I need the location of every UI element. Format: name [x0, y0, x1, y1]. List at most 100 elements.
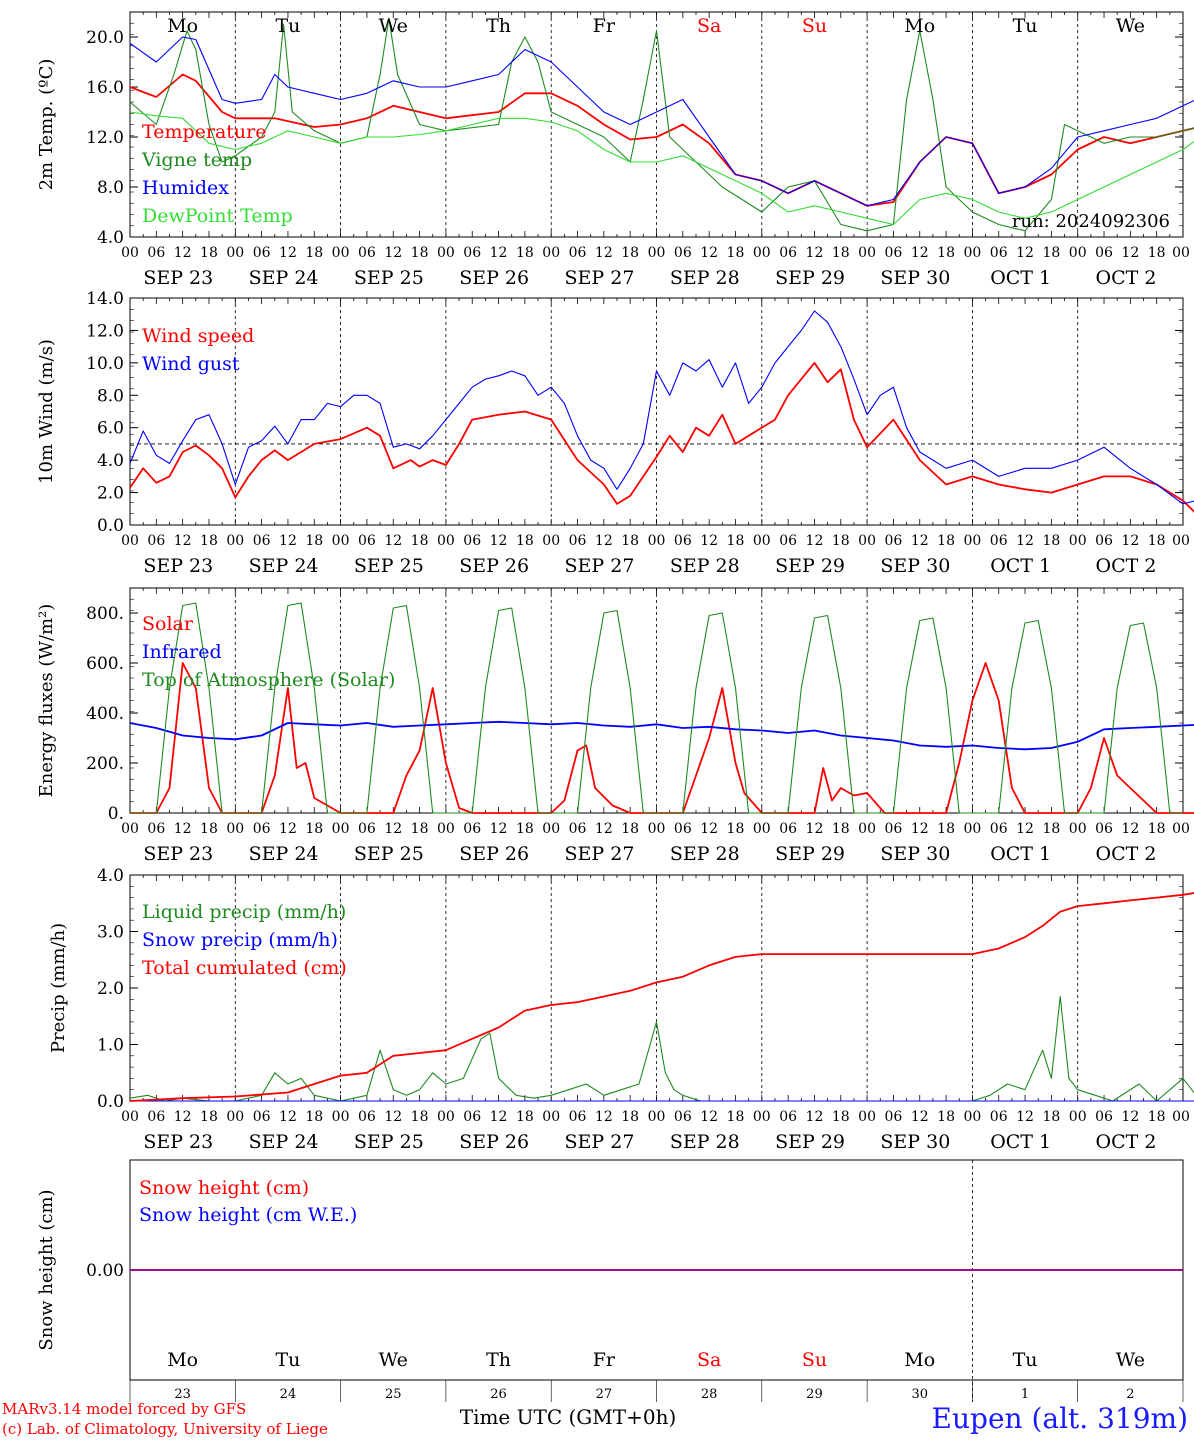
- hour-tick-label: 00: [858, 245, 876, 261]
- hour-tick-label: 00: [858, 533, 876, 549]
- hour-tick-label: 18: [832, 533, 850, 549]
- hour-tick-label: 18: [621, 821, 639, 837]
- hour-tick-label: 06: [463, 533, 481, 549]
- day-name-label: Sa: [697, 1349, 721, 1371]
- y-tick-label: 4.0: [97, 228, 124, 248]
- hour-tick-label: 06: [147, 1109, 165, 1125]
- y-tick-label: 1.0: [97, 1036, 124, 1056]
- day-number-label: 24: [280, 1387, 297, 1402]
- series-line: [129, 361, 1194, 513]
- hour-tick-label: 12: [490, 533, 508, 549]
- hour-tick-label: 12: [700, 533, 718, 549]
- hour-tick-label: 00: [1172, 245, 1190, 261]
- hour-tick-label: 00: [963, 533, 981, 549]
- y-tick-label: 2.0: [97, 979, 124, 999]
- hour-tick-label: 00: [542, 245, 560, 261]
- hour-tick-label: 18: [727, 1109, 745, 1125]
- hour-tick-label: 00: [1172, 821, 1190, 837]
- hour-tick-label: 18: [727, 821, 745, 837]
- hour-tick-label: 00: [121, 533, 139, 549]
- hour-tick-label: 06: [990, 821, 1008, 837]
- hour-tick-label: 18: [200, 533, 218, 549]
- date-label: SEP 30: [880, 1131, 950, 1153]
- hour-tick-label: 12: [279, 821, 297, 837]
- date-label: OCT 1: [990, 555, 1051, 577]
- day-name-label: Fr: [593, 1349, 616, 1371]
- hour-tick-label: 12: [1121, 821, 1139, 837]
- legend-entry: Snow precip (mm/h): [142, 929, 338, 951]
- y-tick-label: 8.0: [97, 386, 124, 406]
- day-number-label: 2: [1126, 1387, 1134, 1402]
- day-number-label: 29: [806, 1387, 823, 1402]
- y-tick-label: 0.0: [97, 516, 124, 536]
- hour-tick-label: 18: [1042, 821, 1060, 837]
- day-number-label: 25: [385, 1387, 402, 1402]
- hour-tick-label: 12: [1121, 533, 1139, 549]
- hour-tick-label: 00: [858, 1109, 876, 1125]
- day-number-label: 28: [701, 1387, 718, 1402]
- date-label: SEP 26: [459, 267, 529, 289]
- y-tick-label: 2.0: [97, 484, 124, 504]
- hour-tick-label: 18: [621, 245, 639, 261]
- y-tick-label: 800.: [86, 604, 124, 624]
- hour-tick-label: 06: [253, 821, 271, 837]
- date-label: SEP 23: [143, 267, 213, 289]
- series-line: [129, 995, 1194, 1102]
- hour-tick-label: 06: [463, 821, 481, 837]
- hour-tick-label: 06: [253, 533, 271, 549]
- hour-tick-label: 06: [569, 245, 587, 261]
- hour-tick-label: 00: [226, 1109, 244, 1125]
- hour-tick-label: 18: [1042, 1109, 1060, 1125]
- date-label: SEP 27: [565, 1131, 635, 1153]
- hour-tick-label: 18: [200, 245, 218, 261]
- day-number-label: 23: [174, 1387, 191, 1402]
- hour-tick-label: 00: [648, 245, 666, 261]
- hour-tick-label: 18: [305, 821, 323, 837]
- legend-entry: Top of Atmosphere (Solar): [142, 669, 395, 691]
- date-label: OCT 2: [1096, 1131, 1157, 1153]
- hour-tick-label: 06: [885, 1109, 903, 1125]
- hour-tick-label: 18: [305, 245, 323, 261]
- hour-tick-label: 06: [1095, 821, 1113, 837]
- series-line: [129, 892, 1194, 1102]
- hour-tick-label: 12: [806, 1109, 824, 1125]
- hour-tick-label: 12: [279, 533, 297, 549]
- y-tick-label: 14.0: [86, 289, 124, 309]
- y-axis-label: 10m Wind (m/s): [36, 339, 57, 484]
- hour-tick-label: 18: [516, 1109, 534, 1125]
- hour-tick-label: 06: [885, 245, 903, 261]
- hour-tick-label: 00: [542, 821, 560, 837]
- date-label: SEP 25: [354, 843, 424, 865]
- y-tick-label: 0.: [108, 804, 124, 824]
- day-name-label: Fr: [593, 15, 616, 37]
- day-name-label: Mo: [904, 1349, 935, 1371]
- y-tick-label: 0.0: [97, 1092, 124, 1112]
- hour-tick-label: 18: [727, 533, 745, 549]
- hour-tick-label: 00: [332, 533, 350, 549]
- date-label: SEP 23: [143, 1131, 213, 1153]
- legend-entry: Liquid precip (mm/h): [142, 901, 346, 923]
- y-tick-label: 10.0: [86, 354, 124, 374]
- hour-tick-label: 18: [305, 533, 323, 549]
- date-label: SEP 24: [249, 555, 319, 577]
- hour-tick-label: 00: [542, 533, 560, 549]
- hour-tick-label: 12: [911, 533, 929, 549]
- hour-tick-label: 12: [174, 821, 192, 837]
- date-label: SEP 28: [670, 1131, 740, 1153]
- legend-entry: Humidex: [142, 177, 229, 199]
- date-label: SEP 23: [143, 843, 213, 865]
- day-name-label: We: [1116, 15, 1145, 37]
- hour-tick-label: 18: [1042, 533, 1060, 549]
- day-name-label: Tu: [1013, 15, 1038, 37]
- hour-tick-label: 06: [990, 533, 1008, 549]
- day-name-label: We: [379, 1349, 408, 1371]
- run-label: run: 2024092306: [1012, 211, 1170, 232]
- hour-tick-label: 18: [937, 245, 955, 261]
- hour-tick-label: 12: [1121, 1109, 1139, 1125]
- hour-tick-label: 00: [226, 245, 244, 261]
- date-label: SEP 27: [565, 555, 635, 577]
- date-label: SEP 26: [459, 555, 529, 577]
- hour-tick-label: 12: [806, 245, 824, 261]
- date-label: OCT 2: [1096, 555, 1157, 577]
- hour-tick-label: 12: [1121, 245, 1139, 261]
